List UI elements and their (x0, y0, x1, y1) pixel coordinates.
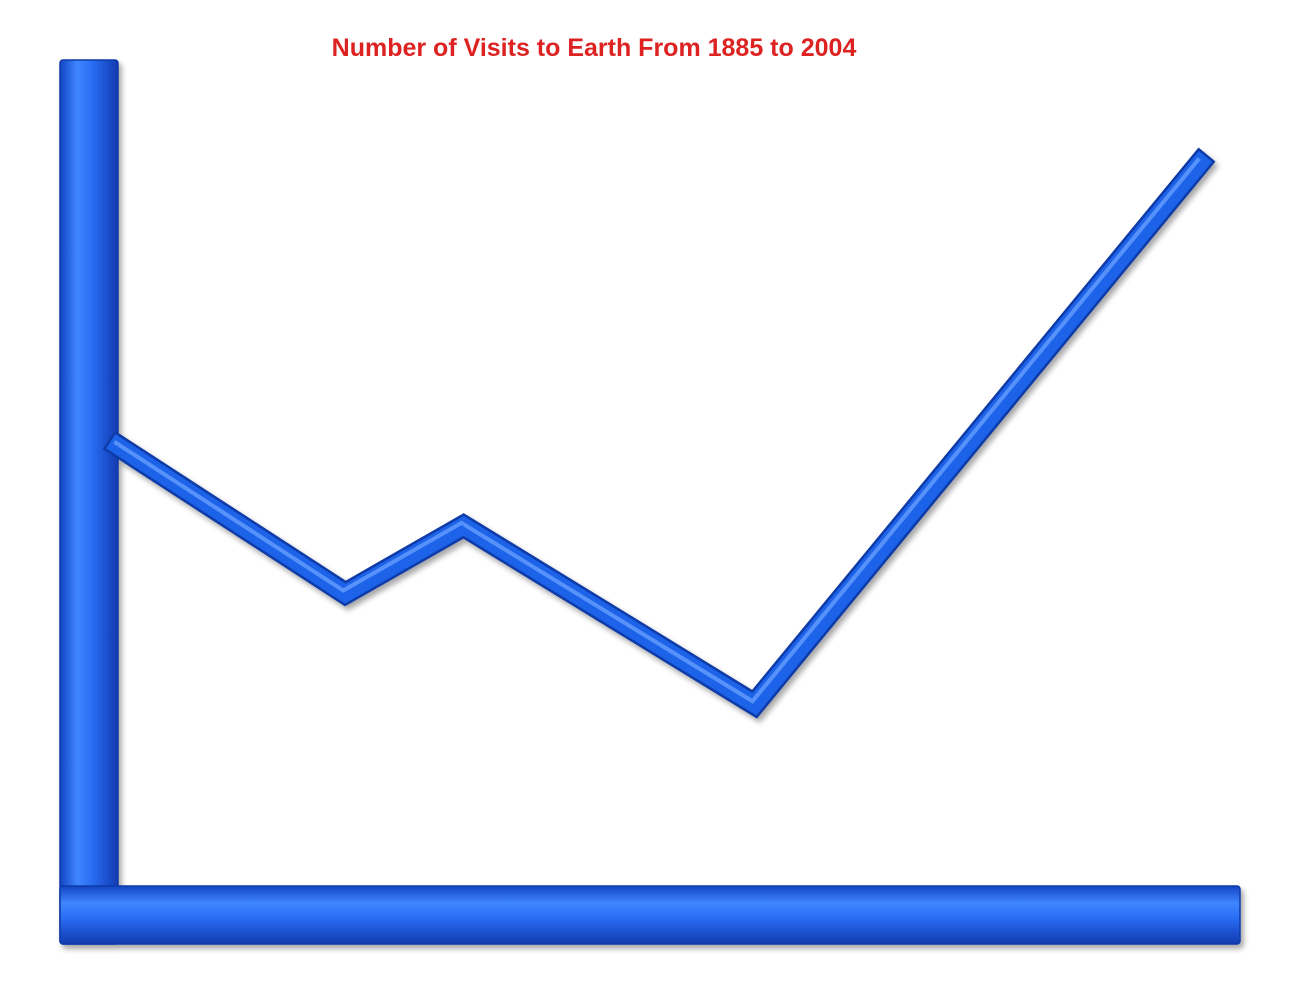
series-line-outline (102, 147, 1216, 719)
data-point (1199, 162, 1201, 164)
data-point (117, 445, 119, 447)
series-line-highlight (113, 157, 1201, 704)
series-line (106, 151, 1212, 716)
series-line-group (102, 147, 1216, 719)
x-axis (59, 885, 1241, 945)
data-point (463, 525, 464, 527)
chart-title: Number of Visits to Earth From 1885 to 2… (331, 34, 857, 62)
data-point (754, 703, 755, 705)
data-point (344, 593, 346, 594)
y-axis (59, 59, 119, 945)
